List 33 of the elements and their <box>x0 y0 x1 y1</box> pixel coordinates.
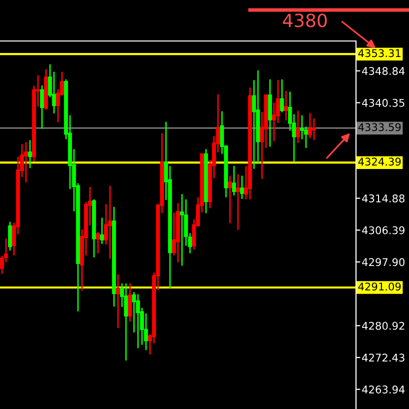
candlestick <box>136 294 140 348</box>
candlestick <box>284 90 288 120</box>
y-tick-label: 4272.43 <box>362 354 404 362</box>
candlestick <box>296 110 300 143</box>
y-tick-label: 4280.92 <box>362 322 404 330</box>
y-tick-label: 4263.94 <box>362 386 405 394</box>
candlestick <box>280 79 284 112</box>
y-tick-label: 4306.39 <box>362 226 404 234</box>
candlestick <box>116 274 120 328</box>
candlestick <box>232 166 236 196</box>
candlestick <box>124 283 128 361</box>
candlestick <box>308 113 312 138</box>
ref-line-label: 4333.59 <box>358 123 401 132</box>
ref-line-label: 4353.31 <box>358 49 400 58</box>
candlestick <box>96 232 100 254</box>
y-tick-label: 4314.88 <box>362 194 404 202</box>
candlestick <box>100 218 104 244</box>
candlestick <box>236 174 240 230</box>
candlestick <box>28 140 32 168</box>
candlestick <box>24 142 28 182</box>
candlestick <box>8 222 12 251</box>
candlestick <box>180 194 184 266</box>
candlestick <box>228 176 232 224</box>
candlestick <box>128 283 132 322</box>
ref-line-label: 4324.39 <box>358 158 401 166</box>
candlestick <box>240 176 244 199</box>
y-tick-label: 4340.35 <box>362 98 404 107</box>
y-tick-label: 4297.90 <box>362 258 405 266</box>
text: 4380 <box>282 14 327 28</box>
candlestick <box>40 85 44 129</box>
candlestick <box>108 186 112 259</box>
ref-line-label: 4291.09 <box>358 282 401 291</box>
y-tick-label: 4348.84 <box>362 67 405 76</box>
